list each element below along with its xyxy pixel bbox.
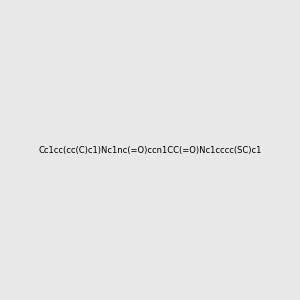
Text: Cc1cc(cc(C)c1)Nc1nc(=O)ccn1CC(=O)Nc1cccc(SC)c1: Cc1cc(cc(C)c1)Nc1nc(=O)ccn1CC(=O)Nc1cccc… — [38, 146, 262, 154]
